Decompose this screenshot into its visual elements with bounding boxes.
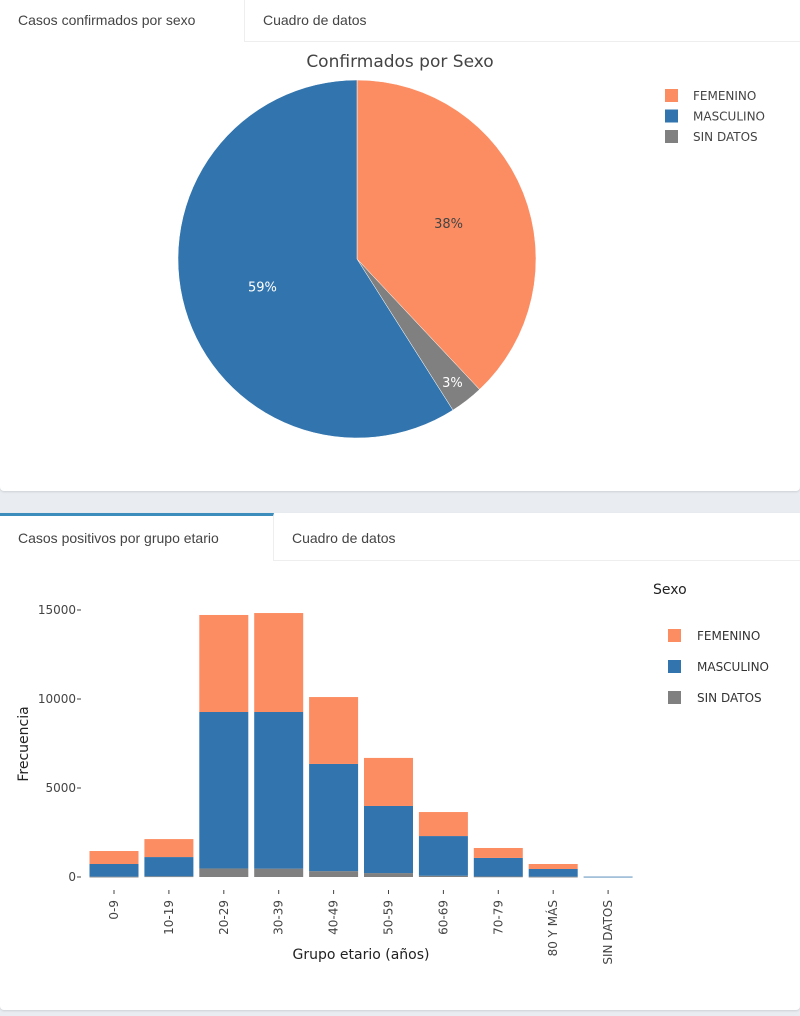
tab-casos-confirmados-por-sexo[interactable]: Casos confirmados por sexo (0, 0, 245, 42)
pie-legend-label-masculino[interactable]: MASCULINO (693, 110, 765, 124)
age-panel: Casos positivos por grupo etario Cuadro … (0, 513, 800, 1010)
bar-10-19-masculino[interactable] (144, 857, 194, 877)
bar-10-19-sin-datos[interactable] (144, 876, 194, 878)
pie-legend-swatch-masculino[interactable] (665, 109, 678, 123)
tab-casos-positivos-por-grupo-etario[interactable]: Casos positivos por grupo etario (0, 513, 274, 561)
bar-chart: 0 5000 10000 15000 0-9 10-19 20-29 30-39 40-49 5… (16, 582, 769, 965)
bar-70-79-femenino[interactable] (473, 847, 523, 858)
y-tick-label: 5000 (45, 781, 76, 795)
pie-label-masculino: 59% (248, 280, 277, 295)
sex-panel: Casos confirmados por sexo Cuadro de dat… (0, 0, 800, 491)
pie-legend-swatch-femenino[interactable] (665, 89, 678, 102)
bar-legend-label-femenino[interactable]: FEMENINO (697, 629, 760, 643)
pie-label-femenino: 38% (434, 217, 463, 232)
bar-80-y-m-s-sin-datos[interactable] (528, 876, 578, 878)
bar-30-39-sin-datos[interactable] (254, 868, 304, 877)
bar-80-y-m-s-femenino[interactable] (528, 864, 578, 869)
pie-slice-masculino[interactable] (177, 79, 454, 439)
x-axis-title: Grupo etario (años) (293, 947, 430, 963)
pie-chart: Confirmados por Sexo 38% 3% 59% FEMENINO MA… (177, 52, 765, 439)
x-tick-label: 10-19 (162, 900, 176, 935)
bar-0-9-sin-datos[interactable] (89, 876, 139, 878)
y-tick-label: 10000 (38, 692, 76, 706)
x-tick-label: 40-49 (327, 900, 341, 935)
bar-20-29-sin-datos[interactable] (199, 868, 249, 877)
pie-legend-swatch-sin-datos[interactable] (665, 130, 678, 143)
bar-10-19-femenino[interactable] (144, 839, 194, 858)
bar-legend-label-sin-datos[interactable]: SIN DATOS (697, 691, 762, 705)
bar-70-79-masculino[interactable] (473, 857, 523, 877)
bar-20-29-femenino[interactable] (199, 614, 249, 712)
y-axis-title: Frecuencia (16, 706, 32, 781)
bar-0-9-masculino[interactable] (89, 864, 139, 877)
x-tick-label: 70-79 (491, 900, 505, 935)
pie-label-sin-datos: 3% (442, 376, 463, 391)
bar-30-39-masculino[interactable] (254, 711, 304, 869)
bar-legend-swatch-sin-datos[interactable] (668, 691, 681, 704)
bar-0-9-femenino[interactable] (89, 851, 139, 865)
tab-cuadro-de-datos-2[interactable]: Cuadro de datos (274, 513, 800, 561)
x-tick-label: 60-69 (436, 900, 450, 935)
bar-legend-swatch-masculino[interactable] (668, 660, 681, 673)
bar-60-69-femenino[interactable] (418, 812, 468, 837)
bar-20-29-masculino[interactable] (199, 711, 249, 869)
sex-panel-tabs: Casos confirmados por sexo Cuadro de dat… (0, 0, 800, 42)
bar-sin-datos-masculino[interactable] (583, 876, 633, 878)
pie-legend-label-femenino[interactable]: FEMENINO (693, 89, 756, 103)
bar-60-69-sin-datos[interactable] (418, 875, 468, 877)
tab-cuadro-de-datos[interactable]: Cuadro de datos (245, 0, 800, 42)
legend-title: Sexo (653, 582, 687, 598)
bar-40-49-sin-datos[interactable] (309, 871, 359, 877)
bar-60-69-masculino[interactable] (418, 836, 468, 876)
y-tick-label: 15000 (38, 603, 76, 617)
bar-50-59-femenino[interactable] (364, 757, 413, 806)
bar-30-39-femenino[interactable] (254, 613, 304, 712)
bar-legend-label-masculino[interactable]: MASCULINO (697, 660, 769, 674)
bar-legend-swatch-femenino[interactable] (668, 629, 681, 642)
bar-40-49-femenino[interactable] (309, 697, 359, 764)
age-panel-tabs: Casos positivos por grupo etario Cuadro … (0, 513, 800, 561)
bar-50-59-masculino[interactable] (364, 805, 413, 874)
x-tick-label: 20-29 (217, 900, 231, 935)
x-tick-label: 50-59 (382, 900, 396, 935)
pie-title: Confirmados por Sexo (306, 52, 493, 72)
bar-50-59-sin-datos[interactable] (364, 873, 413, 877)
x-tick-label: 30-39 (272, 900, 286, 935)
page-bottom-gap (0, 1010, 800, 1016)
pie-slice-femenino[interactable] (356, 79, 537, 390)
bar-70-79-sin-datos[interactable] (473, 876, 523, 878)
y-tick-label: 0 (68, 870, 76, 884)
pie-legend-label-sin-datos[interactable]: SIN DATOS (693, 130, 758, 144)
x-tick-label: 80 Y MÁS (545, 900, 560, 956)
bar-40-49-masculino[interactable] (309, 763, 359, 872)
x-tick-label: 0-9 (107, 900, 121, 920)
bar-80-y-m-s-masculino[interactable] (528, 868, 578, 877)
x-tick-label: SIN DATOS (601, 900, 615, 965)
